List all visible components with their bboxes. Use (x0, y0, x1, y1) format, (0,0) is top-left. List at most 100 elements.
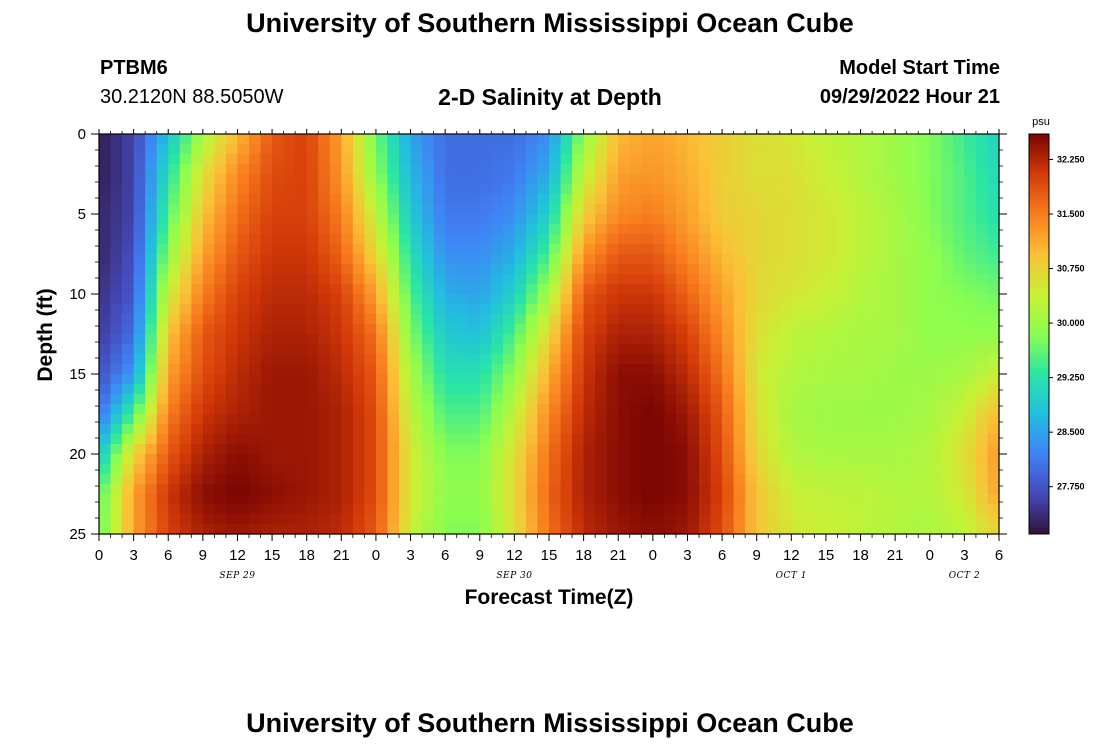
heatmap-cell (687, 474, 700, 485)
heatmap-cell (687, 154, 700, 165)
heatmap-cell (191, 374, 204, 385)
heatmap-cell (99, 354, 112, 365)
heatmap-cell (975, 384, 989, 395)
heatmap-cell (375, 494, 389, 505)
heatmap-cell (549, 424, 562, 435)
heatmap-cell (433, 374, 446, 385)
heatmap-cell (433, 454, 446, 465)
heatmap-cell (468, 434, 481, 445)
x-tick-label: 9 (476, 547, 484, 564)
heatmap-cell (433, 194, 446, 205)
heatmap-cell (525, 484, 539, 495)
heatmap-cell (445, 384, 458, 395)
heatmap-cell (514, 314, 527, 325)
heatmap-cell (202, 354, 215, 365)
heatmap-cell (814, 204, 827, 215)
heatmap-cell (329, 524, 342, 535)
heatmap-cell (595, 184, 608, 195)
heatmap-cell (433, 524, 446, 535)
heatmap-cell (606, 524, 619, 535)
heatmap-cell (491, 184, 504, 195)
heatmap-cell (710, 384, 723, 395)
heatmap-cell (410, 204, 423, 215)
heatmap-cell (549, 274, 562, 285)
heatmap-cell (929, 454, 942, 465)
heatmap-cell (699, 304, 712, 315)
heatmap-cell (710, 284, 723, 295)
heatmap-cell (814, 324, 827, 335)
heatmap-cell (779, 134, 792, 145)
heatmap-cell (479, 474, 492, 485)
heatmap-cell (895, 364, 908, 375)
heatmap-cell (802, 164, 815, 175)
heatmap-cell (341, 184, 354, 195)
heatmap-cell (756, 154, 769, 165)
heatmap-cell (456, 484, 469, 495)
heatmap-cell (145, 254, 158, 265)
heatmap-cell (779, 404, 792, 415)
heatmap-cell (918, 214, 931, 225)
heatmap-cell (110, 204, 123, 215)
heatmap-cell (295, 314, 308, 325)
heatmap-cell (941, 364, 954, 375)
heatmap-cell (502, 244, 515, 255)
heatmap-cell (825, 404, 839, 415)
heatmap-cell (202, 434, 215, 445)
heatmap-cell (975, 404, 989, 415)
heatmap-cell (122, 454, 135, 465)
heatmap-cell (618, 344, 631, 355)
heatmap-cell (410, 154, 423, 165)
heatmap-cell (133, 514, 146, 525)
heatmap-cell (768, 504, 781, 515)
heatmap-cell (525, 304, 539, 315)
heatmap-cell (675, 214, 689, 225)
heatmap-cell (791, 254, 804, 265)
heatmap-cell (779, 314, 792, 325)
heatmap-cell (502, 214, 515, 225)
heatmap-cell (260, 244, 273, 255)
heatmap-cell (145, 134, 158, 145)
heatmap-cell (929, 374, 942, 385)
heatmap-cell (722, 344, 735, 355)
heatmap-cell (491, 324, 504, 335)
heatmap-cell (768, 484, 781, 495)
heatmap-cell (652, 214, 665, 225)
heatmap-cell (145, 484, 158, 495)
heatmap-cell (745, 424, 758, 435)
heatmap-cell (629, 284, 642, 295)
heatmap-cell (491, 194, 504, 205)
heatmap-cell (514, 164, 527, 175)
heatmap-cell (445, 264, 458, 275)
heatmap-cell (422, 184, 435, 195)
heatmap-cell (422, 464, 435, 475)
heatmap-cell (445, 474, 458, 485)
heatmap-cell (768, 414, 781, 425)
heatmap-cell (918, 384, 931, 395)
heatmap-cell (364, 134, 377, 145)
heatmap-cell (456, 284, 469, 295)
heatmap-cell (756, 194, 769, 205)
heatmap-cell (237, 374, 250, 385)
heatmap-cell (722, 514, 735, 525)
heatmap-cell (722, 254, 735, 265)
heatmap-cell (445, 494, 458, 505)
heatmap-cell (237, 304, 250, 315)
heatmap-cell (618, 394, 631, 405)
heatmap-cell (145, 394, 158, 405)
heatmap-cell (295, 304, 308, 315)
heatmap-cell (952, 344, 965, 355)
heatmap-cell (849, 344, 862, 355)
heatmap-cell (791, 404, 804, 415)
heatmap-cell (433, 364, 446, 375)
heatmap-cell (722, 454, 735, 465)
heatmap-cell (99, 514, 112, 525)
heatmap-cell (722, 174, 735, 185)
heatmap-cell (872, 264, 885, 275)
heatmap-cell (618, 314, 631, 325)
heatmap-cell (929, 284, 942, 295)
heatmap-cell (560, 354, 573, 365)
heatmap-cell (687, 304, 700, 315)
heatmap-cell (156, 214, 169, 225)
heatmap-cell (572, 484, 585, 495)
heatmap-cell (710, 324, 723, 335)
